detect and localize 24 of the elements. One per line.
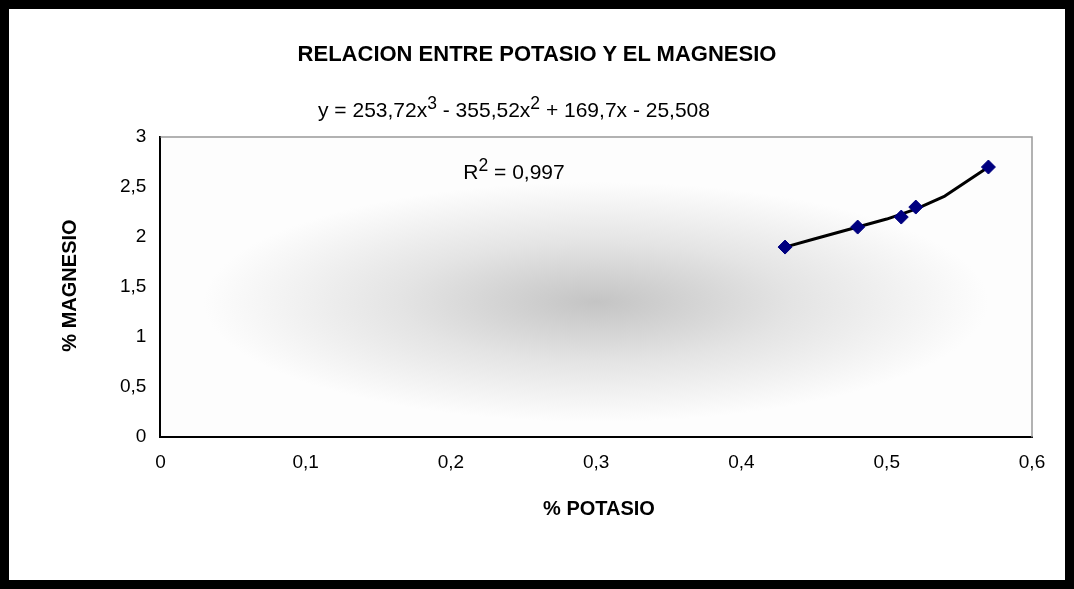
x-axis-title: % POTASIO <box>542 497 656 520</box>
x-tick-label: 0,2 <box>437 450 465 472</box>
chart-title: RELACION ENTRE POTASIO Y EL MAGNESIO <box>296 41 778 67</box>
x-tick-label: 0,4 <box>728 450 756 472</box>
y-tick-label: 3 <box>135 125 147 147</box>
point <box>980 159 996 175</box>
point <box>893 209 909 225</box>
point <box>777 239 793 255</box>
y-tick-label: 1 <box>135 325 147 347</box>
x-tick-label: 0,5 <box>873 450 900 472</box>
y-tick-label: 1,5 <box>119 275 147 297</box>
point <box>850 219 866 235</box>
y-tick-label: 0 <box>135 425 147 447</box>
y-tick-label: 0,5 <box>119 375 147 397</box>
point <box>908 199 924 215</box>
annotation: R$^{2}$ = 0,997 <box>463 155 565 183</box>
y-axis-title: % MAGNESIO <box>57 218 81 354</box>
x-tick-label: 0 <box>155 450 166 472</box>
text: y = 253,72x$^{3}$ - 355,52x$^{2}$ + 169,7x - 25,508 <box>317 93 711 122</box>
x-tick-label: 0,6 <box>1018 450 1046 472</box>
y-tick-label: 2,5 <box>119 175 147 197</box>
y-tick-label: 2 <box>135 225 147 247</box>
x-tick-label: 0,1 <box>292 450 319 472</box>
x-tick-label: 0,3 <box>583 450 610 472</box>
